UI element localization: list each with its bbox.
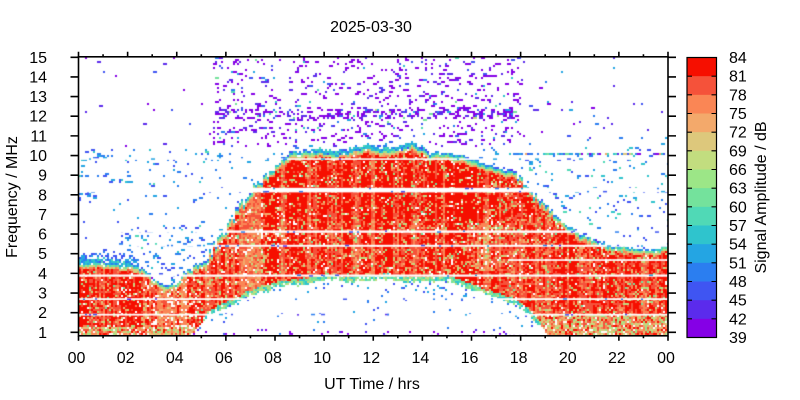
svg-text:84: 84 [729, 50, 747, 67]
svg-text:Signal Amplitude / dB: Signal Amplitude / dB [753, 121, 770, 273]
svg-text:9: 9 [38, 168, 47, 185]
svg-text:13: 13 [29, 89, 47, 106]
svg-text:22: 22 [608, 350, 626, 367]
svg-text:16: 16 [461, 350, 479, 367]
svg-text:39: 39 [729, 330, 747, 347]
svg-text:42: 42 [729, 311, 747, 328]
svg-text:72: 72 [729, 125, 747, 142]
svg-text:00: 00 [657, 350, 675, 367]
svg-text:66: 66 [729, 162, 747, 179]
svg-text:12: 12 [362, 350, 380, 367]
svg-text:60: 60 [729, 199, 747, 216]
svg-text:11: 11 [30, 128, 47, 145]
svg-text:63: 63 [729, 181, 747, 198]
svg-text:14: 14 [29, 69, 47, 86]
svg-text:51: 51 [729, 255, 747, 272]
svg-text:8: 8 [38, 187, 47, 204]
svg-text:78: 78 [729, 87, 747, 104]
svg-text:06: 06 [215, 350, 233, 367]
svg-text:75: 75 [729, 106, 747, 123]
svg-text:UT Time / hrs: UT Time / hrs [324, 376, 420, 393]
svg-text:Frequency / MHz: Frequency / MHz [4, 136, 21, 258]
svg-text:14: 14 [411, 350, 429, 367]
svg-text:00: 00 [68, 350, 86, 367]
svg-text:04: 04 [166, 350, 184, 367]
svg-text:2025-03-30: 2025-03-30 [330, 19, 412, 36]
svg-text:1: 1 [38, 325, 47, 342]
svg-text:3: 3 [38, 286, 47, 303]
svg-text:2: 2 [38, 305, 47, 322]
svg-text:18: 18 [510, 350, 528, 367]
svg-text:10: 10 [29, 148, 47, 165]
svg-text:20: 20 [559, 350, 577, 367]
svg-text:6: 6 [38, 227, 47, 244]
svg-text:81: 81 [729, 69, 747, 86]
svg-text:5: 5 [38, 246, 47, 263]
svg-text:02: 02 [117, 350, 135, 367]
svg-text:48: 48 [729, 274, 747, 291]
svg-text:54: 54 [729, 237, 747, 254]
svg-text:45: 45 [729, 293, 747, 310]
svg-text:57: 57 [729, 218, 747, 235]
svg-text:15: 15 [29, 50, 47, 67]
svg-text:10: 10 [313, 350, 331, 367]
svg-text:7: 7 [38, 207, 47, 224]
svg-text:69: 69 [729, 143, 747, 160]
svg-text:4: 4 [38, 266, 47, 283]
svg-text:08: 08 [264, 350, 282, 367]
svg-text:12: 12 [29, 109, 47, 126]
